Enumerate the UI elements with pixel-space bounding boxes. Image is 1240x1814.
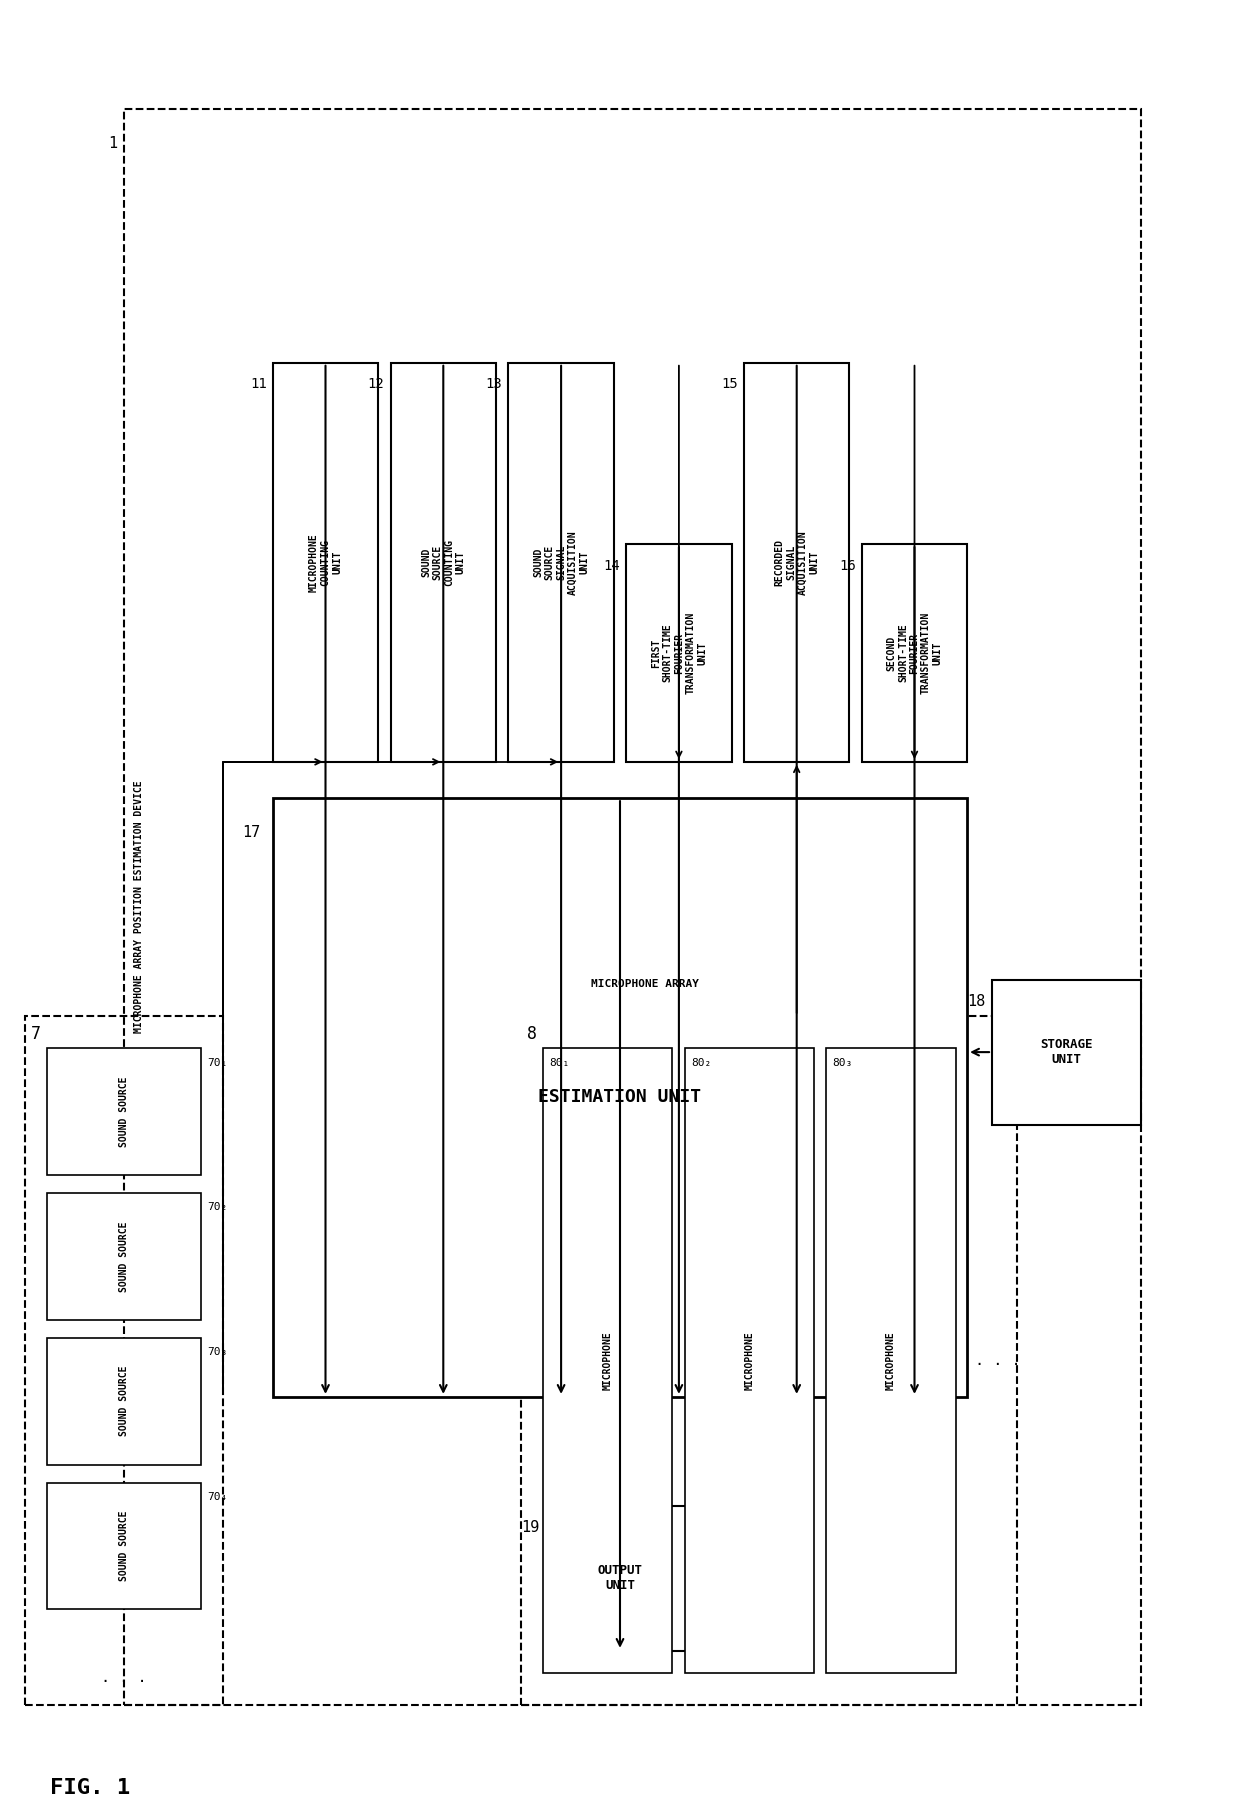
Text: 70₄: 70₄ [207, 1491, 227, 1502]
Bar [47, 1048, 201, 1175]
Bar [273, 798, 967, 1397]
Text: MICROPHONE: MICROPHONE [887, 1331, 897, 1390]
Bar [124, 109, 1141, 1705]
Text: 19: 19 [521, 1520, 539, 1535]
Bar [508, 363, 614, 762]
Bar [626, 544, 732, 762]
Text: 12: 12 [367, 377, 384, 392]
Bar [47, 1194, 201, 1321]
Bar [862, 544, 967, 762]
Text: 70₂: 70₂ [207, 1203, 227, 1212]
Text: 13: 13 [485, 377, 502, 392]
Bar [744, 363, 849, 762]
Text: 1: 1 [109, 136, 118, 151]
Text: 17: 17 [242, 825, 260, 840]
Text: FIRST
SHORT-TIME
FOURIER
TRANSFORMATION
UNIT: FIRST SHORT-TIME FOURIER TRANSFORMATION … [651, 611, 707, 695]
Bar [391, 363, 496, 762]
Bar [546, 1506, 694, 1651]
Text: 16: 16 [838, 559, 856, 573]
Text: MICROPHONE: MICROPHONE [603, 1331, 613, 1390]
Text: SOUND
SOURCE
COUNTING
UNIT: SOUND SOURCE COUNTING UNIT [420, 539, 466, 586]
Text: RECORDED
SIGNAL
ACQUISITION
UNIT: RECORDED SIGNAL ACQUISITION UNIT [774, 530, 820, 595]
Bar [47, 1482, 201, 1609]
Bar [273, 363, 378, 762]
Text: 70₃: 70₃ [207, 1348, 227, 1357]
Bar [684, 1048, 813, 1673]
Text: SOUND SOURCE: SOUND SOURCE [119, 1221, 129, 1292]
Text: MICROPHONE ARRAY POSITION ESTIMATION DEVICE: MICROPHONE ARRAY POSITION ESTIMATION DEV… [134, 780, 144, 1034]
Text: ESTIMATION UNIT: ESTIMATION UNIT [538, 1088, 702, 1107]
Text: 8: 8 [527, 1025, 537, 1043]
Text: . . .: . . . [976, 1353, 1021, 1368]
Text: 14: 14 [603, 559, 620, 573]
Bar [992, 980, 1141, 1125]
Text: FIG. 1: FIG. 1 [50, 1778, 130, 1798]
Text: SECOND
SHORT-TIME
FOURIER
TRANSFORMATION
UNIT: SECOND SHORT-TIME FOURIER TRANSFORMATION… [887, 611, 942, 695]
Bar [47, 1339, 201, 1464]
Text: MICROPHONE
COUNTING
UNIT: MICROPHONE COUNTING UNIT [309, 533, 342, 591]
Text: 11: 11 [249, 377, 267, 392]
Bar [826, 1048, 956, 1673]
Text: SOUND SOURCE: SOUND SOURCE [119, 1076, 129, 1146]
Text: MICROPHONE: MICROPHONE [744, 1331, 754, 1390]
Text: 80₂: 80₂ [691, 1058, 712, 1068]
Text: SOUND SOURCE: SOUND SOURCE [119, 1511, 129, 1582]
Bar [543, 1048, 672, 1673]
Text: 80₁: 80₁ [549, 1058, 569, 1068]
Text: OUTPUT
UNIT: OUTPUT UNIT [598, 1564, 642, 1593]
Text: . . .: . . . [102, 1671, 146, 1685]
Bar [521, 1016, 1017, 1705]
Text: SOUND SOURCE: SOUND SOURCE [119, 1366, 129, 1437]
Text: 7: 7 [31, 1025, 41, 1043]
Text: SOUND
SOURCE
SIGNAL
ACQUISITION
UNIT: SOUND SOURCE SIGNAL ACQUISITION UNIT [533, 530, 589, 595]
Text: STORAGE
UNIT: STORAGE UNIT [1040, 1038, 1092, 1067]
Text: 70₁: 70₁ [207, 1058, 227, 1068]
Text: 80₃: 80₃ [832, 1058, 853, 1068]
Text: 15: 15 [720, 377, 738, 392]
Text: MICROPHONE ARRAY: MICROPHONE ARRAY [590, 978, 699, 989]
Bar [25, 1016, 223, 1705]
Text: 18: 18 [967, 994, 986, 1009]
